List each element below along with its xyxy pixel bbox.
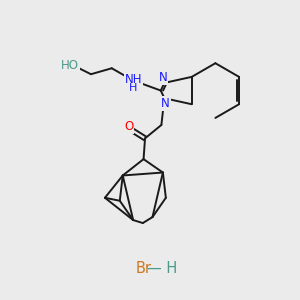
Text: HO: HO [61,59,79,72]
Text: H: H [129,83,138,94]
Text: O: O [124,120,133,133]
Text: — H: — H [147,261,177,276]
Text: Br: Br [136,261,152,276]
Text: N: N [158,71,167,84]
Text: N: N [161,97,170,110]
Text: NH: NH [125,73,142,86]
